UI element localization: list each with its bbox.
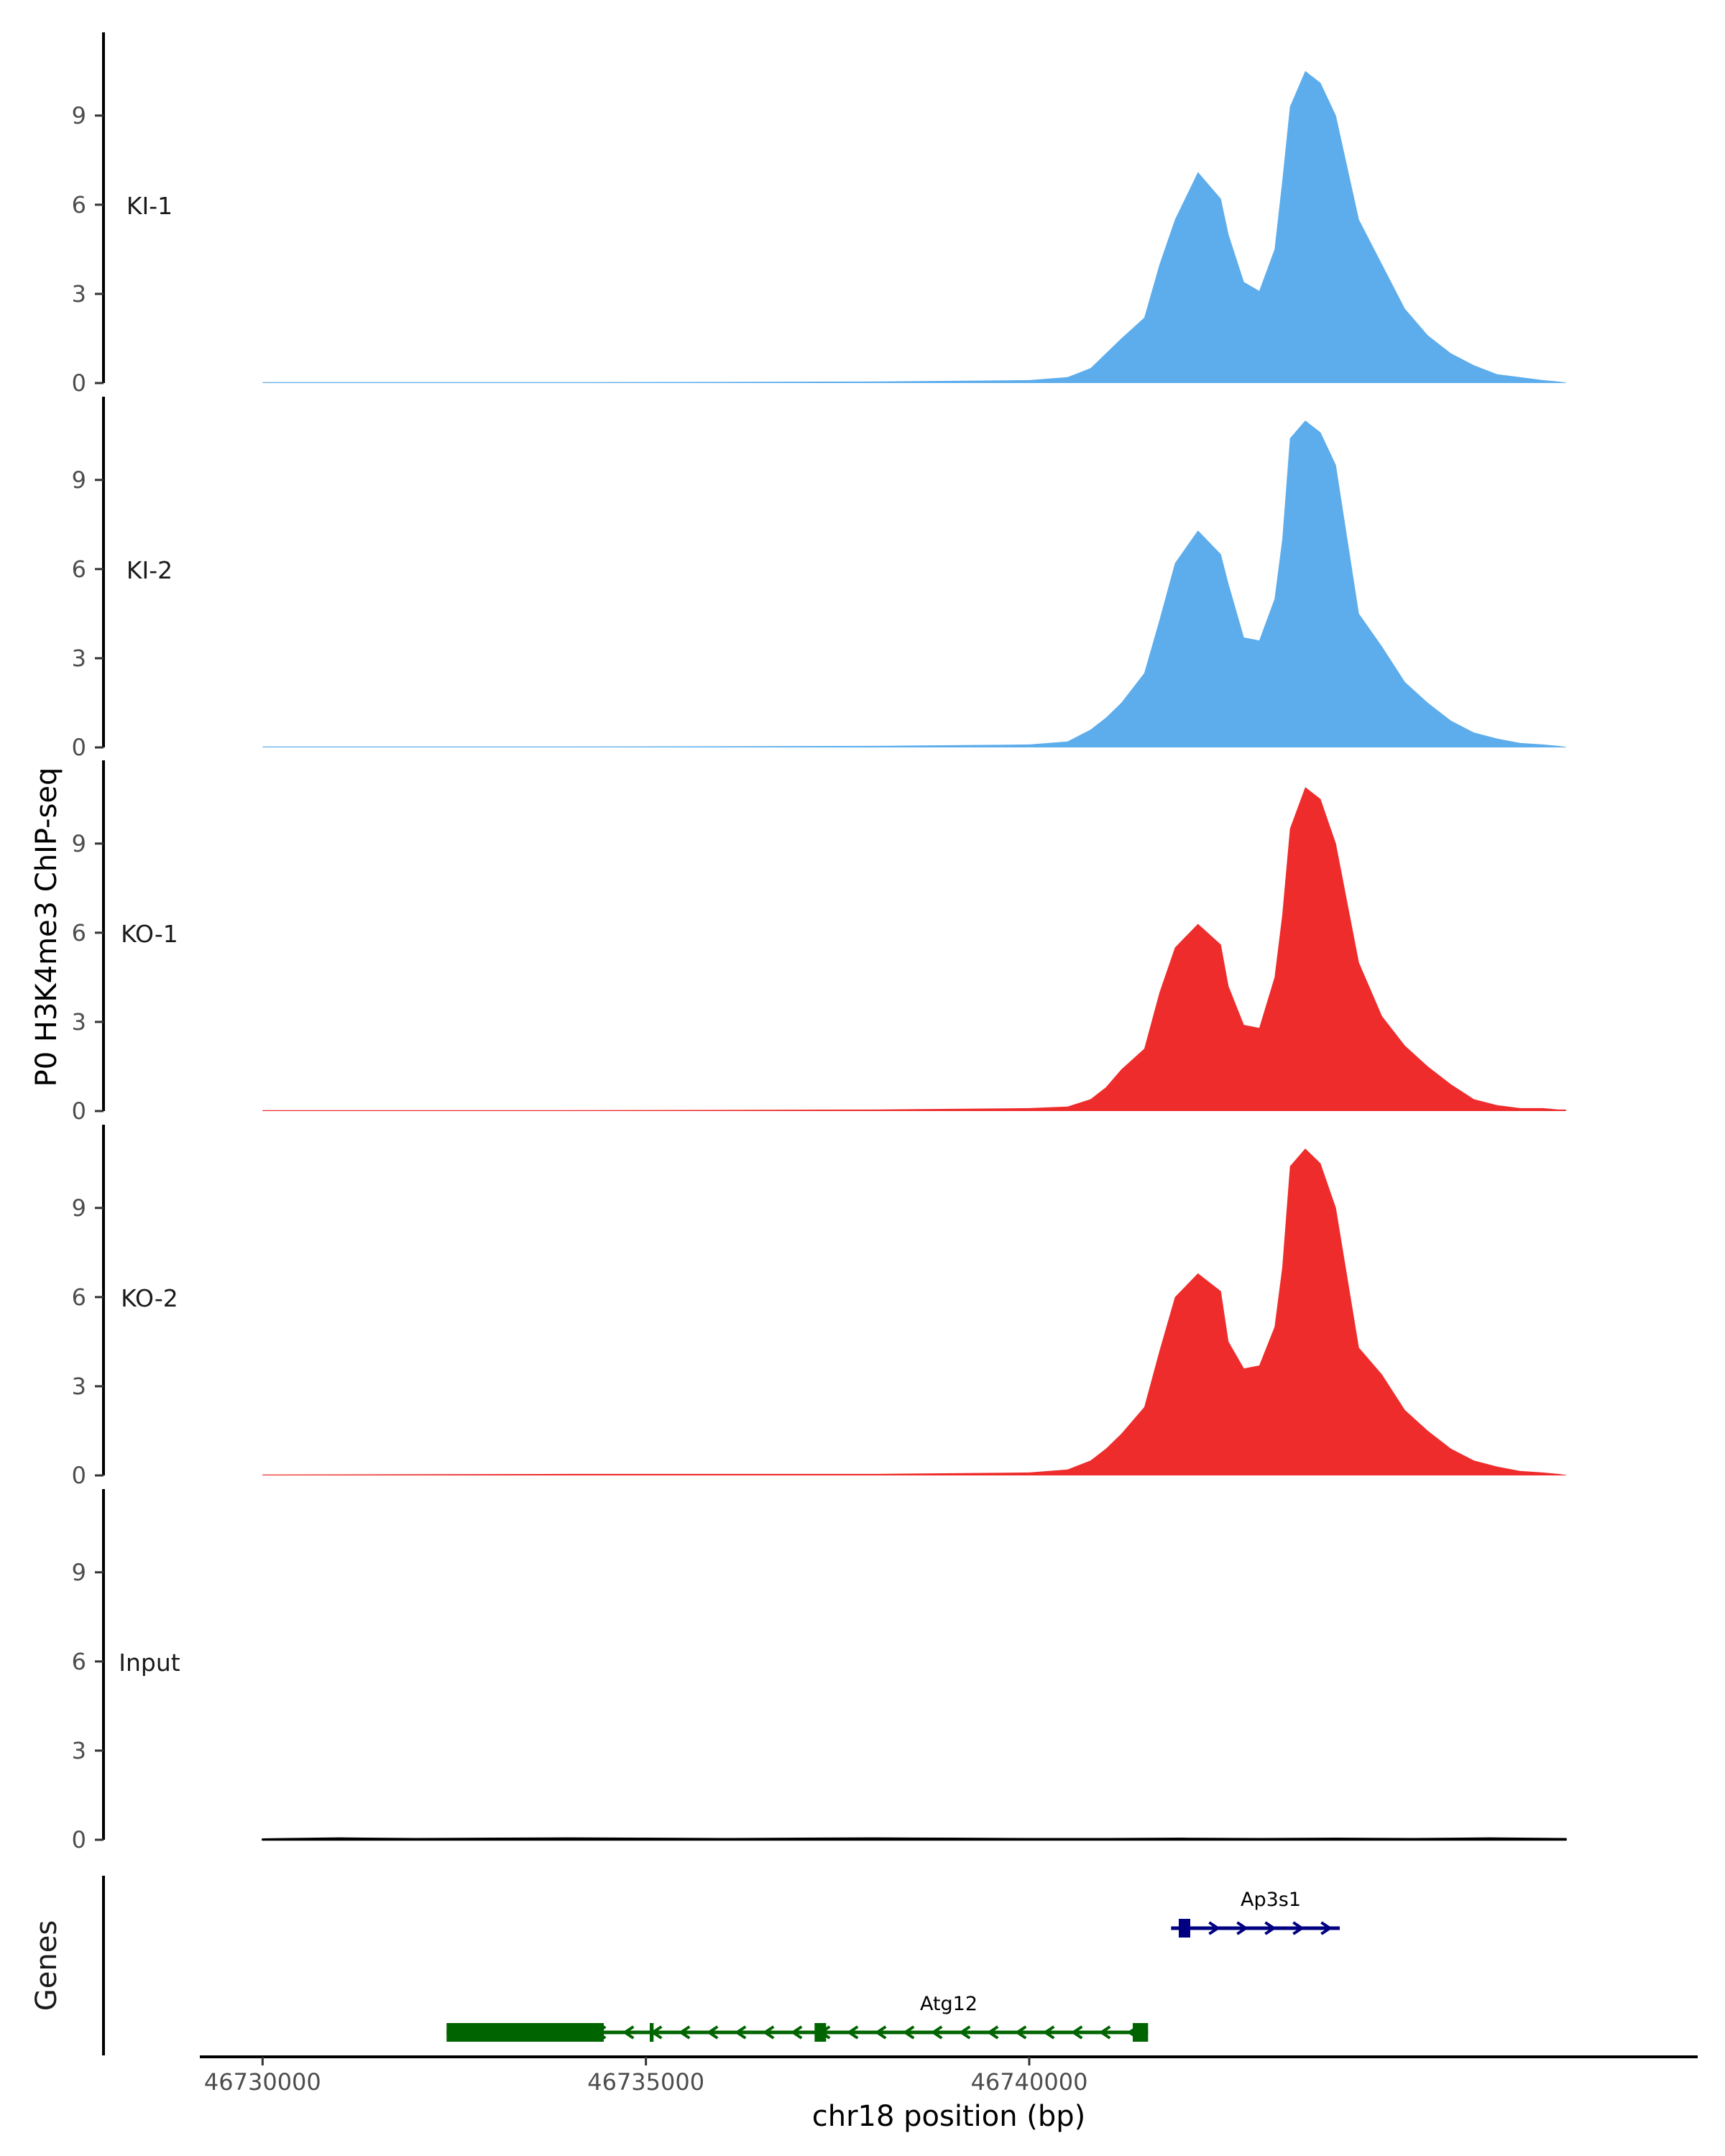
x-tick-label: 46735000 <box>587 2068 704 2096</box>
gene-label: Atg12 <box>920 1993 978 2015</box>
strand-arrow <box>958 2025 971 2040</box>
signal-area <box>262 787 1566 1111</box>
y-tick-label: 6 <box>72 1648 86 1675</box>
x-axis-title: chr18 position (bp) <box>812 2100 1086 2133</box>
strand-arrow <box>1292 1921 1305 1935</box>
tracks-layer: 0 3 6 9 KI-1 0 3 6 9 KI-2 0 3 6 9 KO-1 0 3 6 9 KO-2 0 3 6 9 Inpu… <box>72 32 1567 1853</box>
genes-layer: Genes Atg12 Ap3s1 <box>30 1876 1340 2055</box>
signal-area <box>262 1148 1566 1475</box>
strand-arrow <box>622 2025 635 2040</box>
track-label: Input <box>119 1649 180 1677</box>
y-tick-label: 0 <box>72 734 86 761</box>
strand-arrow <box>1042 2025 1055 2040</box>
track-ko-1: 0 3 6 9 KO-1 <box>72 760 1566 1125</box>
strand-arrow <box>706 2025 719 2040</box>
strand-arrow <box>1208 1921 1220 1935</box>
strand-arrow <box>678 2025 691 2040</box>
strand-arrow <box>1098 2025 1111 2040</box>
strand-arrow <box>1320 1921 1333 1935</box>
track-label: KI-1 <box>126 192 172 220</box>
x-axis: 46730000 46735000 46740000 <box>200 2055 1698 2096</box>
y-tick-label: 3 <box>72 1373 86 1400</box>
y-tick-label: 9 <box>72 466 86 494</box>
y-tick-label: 0 <box>72 369 86 397</box>
strand-arrow <box>1070 2025 1083 2040</box>
y-tick-label: 3 <box>72 280 86 308</box>
strand-arrow <box>762 2025 775 2040</box>
y-tick-label: 6 <box>72 1284 86 1311</box>
y-tick-label: 3 <box>72 1008 86 1036</box>
track-ki-2: 0 3 6 9 KI-2 <box>72 397 1566 761</box>
track-ko-2: 0 3 6 9 KO-2 <box>72 1125 1566 1489</box>
strand-arrow <box>874 2025 887 2040</box>
exon <box>814 2023 827 2042</box>
x-tick-label: 46730000 <box>204 2068 321 2096</box>
y-tick-label: 3 <box>72 1737 86 1764</box>
exon <box>650 2023 654 2042</box>
x-tick-label: 46740000 <box>971 2068 1088 2096</box>
genes-label: Genes <box>30 1920 63 2011</box>
y-tick-label: 9 <box>72 102 86 129</box>
y-tick-label: 3 <box>72 645 86 672</box>
track-input: 0 3 6 9 Input <box>72 1489 1567 1853</box>
track-ki-1: 0 3 6 9 KI-1 <box>72 32 1566 397</box>
exon <box>446 2023 604 2042</box>
y-tick-label: 0 <box>72 1826 86 1853</box>
y-tick-label: 9 <box>72 830 86 857</box>
strand-arrow <box>902 2025 915 2040</box>
y-tick-label: 6 <box>72 191 86 218</box>
strand-arrow <box>1264 1921 1276 1935</box>
y-tick-label: 0 <box>72 1097 86 1125</box>
signal-area <box>262 1837 1567 1841</box>
y-axis-title: P0 H3K4me3 ChIP-seq <box>30 768 63 1087</box>
gene-ap3s1: Ap3s1 <box>1171 1889 1340 1938</box>
gene-label: Ap3s1 <box>1241 1889 1301 1911</box>
track-label: KI-2 <box>126 556 172 584</box>
exon <box>1179 1919 1190 1938</box>
strand-arrow <box>846 2025 859 2040</box>
exon <box>1133 2023 1149 2042</box>
signal-area <box>262 420 1566 747</box>
strand-arrow <box>986 2025 999 2040</box>
y-tick-label: 9 <box>72 1559 86 1586</box>
signal-area <box>262 70 1566 384</box>
track-label: KO-1 <box>121 920 178 948</box>
strand-arrow <box>734 2025 747 2040</box>
strand-arrow <box>1236 1921 1248 1935</box>
track-label: KO-2 <box>121 1284 178 1312</box>
strand-arrow <box>790 2025 803 2040</box>
strand-arrow <box>930 2025 943 2040</box>
y-tick-label: 6 <box>72 556 86 583</box>
gene-atg12: Atg12 <box>446 1993 1149 2042</box>
strand-arrow <box>1014 2025 1027 2040</box>
y-tick-label: 0 <box>72 1462 86 1489</box>
y-tick-label: 9 <box>72 1194 86 1222</box>
y-tick-label: 6 <box>72 919 86 946</box>
